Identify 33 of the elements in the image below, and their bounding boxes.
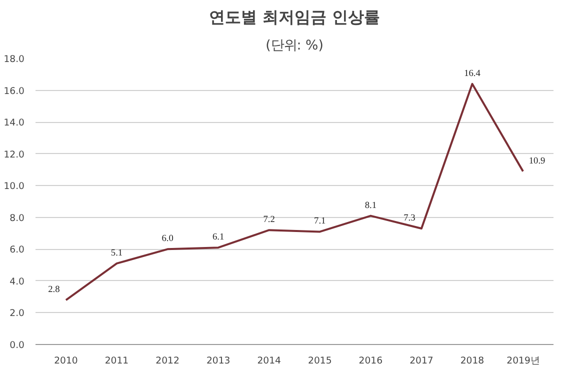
y-tick-label: 12.0 xyxy=(4,149,25,160)
data-label: 8.1 xyxy=(364,200,377,211)
data-label: 16.4 xyxy=(464,68,481,79)
y-tick-label: 8.0 xyxy=(10,212,25,224)
x-tick-label: 2011 xyxy=(104,356,129,366)
y-tick-label: 0.0 xyxy=(10,340,25,351)
y-tick-label: 18.0 xyxy=(4,54,25,65)
y-tick-label: 6.0 xyxy=(10,244,25,256)
y-tick-label: 14.0 xyxy=(4,118,25,129)
data-label: 7.1 xyxy=(314,216,326,227)
x-tick-label: 2013 xyxy=(206,356,230,366)
x-tick-label: 2018 xyxy=(460,356,484,366)
x-tick-label: 2016 xyxy=(358,356,383,366)
x-tick-label: 2014 xyxy=(257,356,282,366)
data-label: 10.9 xyxy=(528,156,546,166)
x-tick-label: 2015 xyxy=(308,356,332,366)
y-tick-label: 10.0 xyxy=(4,181,25,192)
x-tick-label: 2017 xyxy=(410,356,434,366)
data-label: 7.2 xyxy=(263,215,276,226)
line-series xyxy=(64,82,524,302)
data-label: 5.1 xyxy=(110,248,123,258)
x-tick-label: 2012 xyxy=(156,356,180,366)
data-label: 6.0 xyxy=(162,234,174,244)
x-tick-label: 2010 xyxy=(54,356,78,366)
y-tick-label: 2.0 xyxy=(10,308,25,320)
y-tick-label: 16.0 xyxy=(4,86,25,97)
data-label: 7.3 xyxy=(404,214,416,224)
chart-title: 연도별 최저임금 인상률 xyxy=(208,8,380,26)
x-tick-label: 2019년 xyxy=(506,356,540,366)
y-tick-label: 4.0 xyxy=(10,276,25,288)
data-label: 6.1 xyxy=(212,232,224,243)
chart-subtitle: (단위: %) xyxy=(266,38,324,54)
data-label: 2.8 xyxy=(48,285,60,296)
